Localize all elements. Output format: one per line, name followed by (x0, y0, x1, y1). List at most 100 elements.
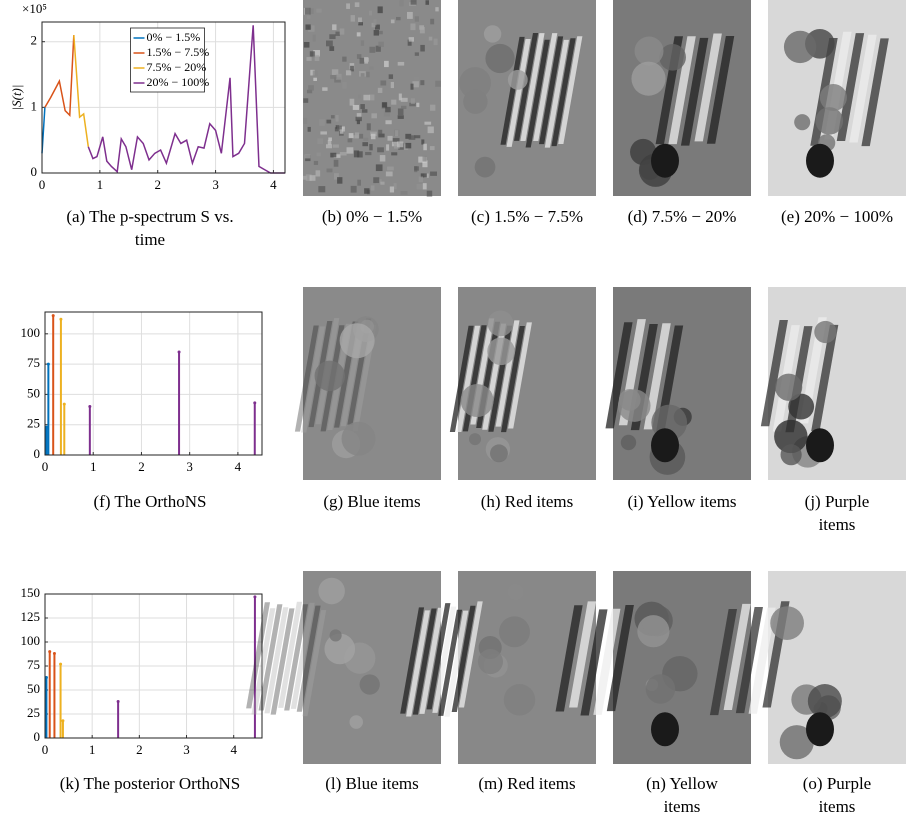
image-texture (390, 81, 395, 89)
image-texture (329, 34, 336, 40)
caption: (e) 20% − 100% (781, 207, 893, 226)
stem-head (253, 595, 257, 599)
caption: (g) Blue items (323, 492, 420, 511)
image-texture (435, 7, 439, 12)
y-tick-label: 100 (21, 325, 41, 340)
image-blob (788, 393, 815, 420)
image-blob (780, 444, 802, 466)
image-stripe (520, 33, 545, 141)
image-texture (392, 138, 400, 144)
image-texture (387, 166, 394, 171)
image-blob (459, 67, 492, 99)
caption: (h) Red items (481, 492, 574, 511)
image-texture (397, 141, 404, 148)
image-texture (334, 77, 341, 83)
image-texture (345, 70, 352, 76)
image-stripe (760, 320, 788, 427)
caption: items (664, 797, 701, 816)
image-texture (325, 144, 332, 149)
image-stripe (580, 609, 608, 716)
image-texture (303, 98, 309, 103)
image-texture (330, 74, 337, 79)
image-texture (388, 74, 394, 79)
image-blob (779, 725, 814, 760)
image-blob (659, 43, 686, 71)
image-texture (357, 151, 363, 158)
image-texture (387, 135, 393, 141)
caption: (b) 0% − 1.5% (322, 207, 422, 226)
image-blob (474, 156, 496, 178)
image-stripe (506, 39, 531, 147)
image-texture (405, 142, 412, 149)
image-texture (378, 30, 383, 35)
image-texture (365, 151, 372, 156)
image-texture (427, 126, 434, 134)
image-stripe (290, 602, 315, 709)
caption: (f) The OrthoNS (94, 492, 207, 511)
image-texture (312, 34, 316, 42)
image-panel (605, 287, 751, 480)
image-texture (391, 152, 398, 156)
image-stripe (605, 322, 633, 429)
image-texture (385, 120, 392, 125)
image-texture (414, 135, 421, 139)
image-blob (503, 684, 536, 716)
x-tick-label: 2 (138, 459, 145, 474)
y-tick-label: 100 (21, 633, 41, 648)
y-tick-label: 0 (31, 164, 38, 179)
image-texture (422, 183, 427, 190)
image-texture (313, 50, 320, 57)
image-panel (303, 0, 441, 197)
image-texture (353, 150, 360, 158)
image-blob (651, 712, 679, 747)
y-tick-label: 150 (21, 585, 41, 600)
image-blob (634, 36, 664, 66)
image-blob (794, 114, 811, 131)
image-stripe (500, 326, 525, 433)
x-tick-label: 4 (230, 742, 237, 757)
image-texture (306, 15, 311, 19)
image-stripe (849, 34, 877, 143)
image-texture (309, 51, 315, 57)
image-texture (303, 117, 308, 124)
image-stripe (555, 605, 583, 712)
image-texture (358, 22, 363, 26)
image-stripe (861, 38, 889, 147)
image-texture (418, 176, 424, 183)
image-texture (425, 0, 430, 5)
image-texture (356, 54, 362, 59)
image-blob (324, 633, 356, 665)
image-texture (430, 18, 435, 25)
image-blob (651, 428, 679, 463)
stem-head (59, 317, 63, 321)
image-blob (783, 30, 817, 64)
image-texture (416, 102, 420, 108)
image-blob (645, 674, 676, 704)
image-blob (774, 419, 808, 454)
image-texture (410, 0, 417, 5)
image-texture (360, 40, 365, 46)
image-texture (360, 73, 365, 77)
image-texture (390, 19, 395, 24)
image-stripe (451, 605, 476, 712)
image-texture (322, 87, 328, 91)
caption: (l) Blue items (325, 774, 418, 793)
image-texture (377, 6, 383, 14)
y-tick-label: 2 (31, 33, 38, 48)
image-blob (806, 428, 834, 463)
caption: (k) The posterior OrthoNS (60, 774, 241, 793)
image-blob (807, 684, 842, 719)
x-tick-label: 0 (42, 742, 49, 757)
caption: time (135, 230, 165, 249)
caption: (m) Red items (478, 774, 575, 793)
image-stripe (284, 604, 309, 711)
image-texture (375, 45, 381, 52)
legend-label: 1.5% − 7.5% (147, 45, 210, 59)
image-texture (342, 56, 347, 62)
image-stripe (723, 603, 751, 711)
image-texture (326, 119, 332, 124)
image-texture (341, 126, 346, 132)
image-stripe (668, 36, 696, 145)
stem-head (61, 719, 65, 723)
image-texture (423, 143, 427, 151)
